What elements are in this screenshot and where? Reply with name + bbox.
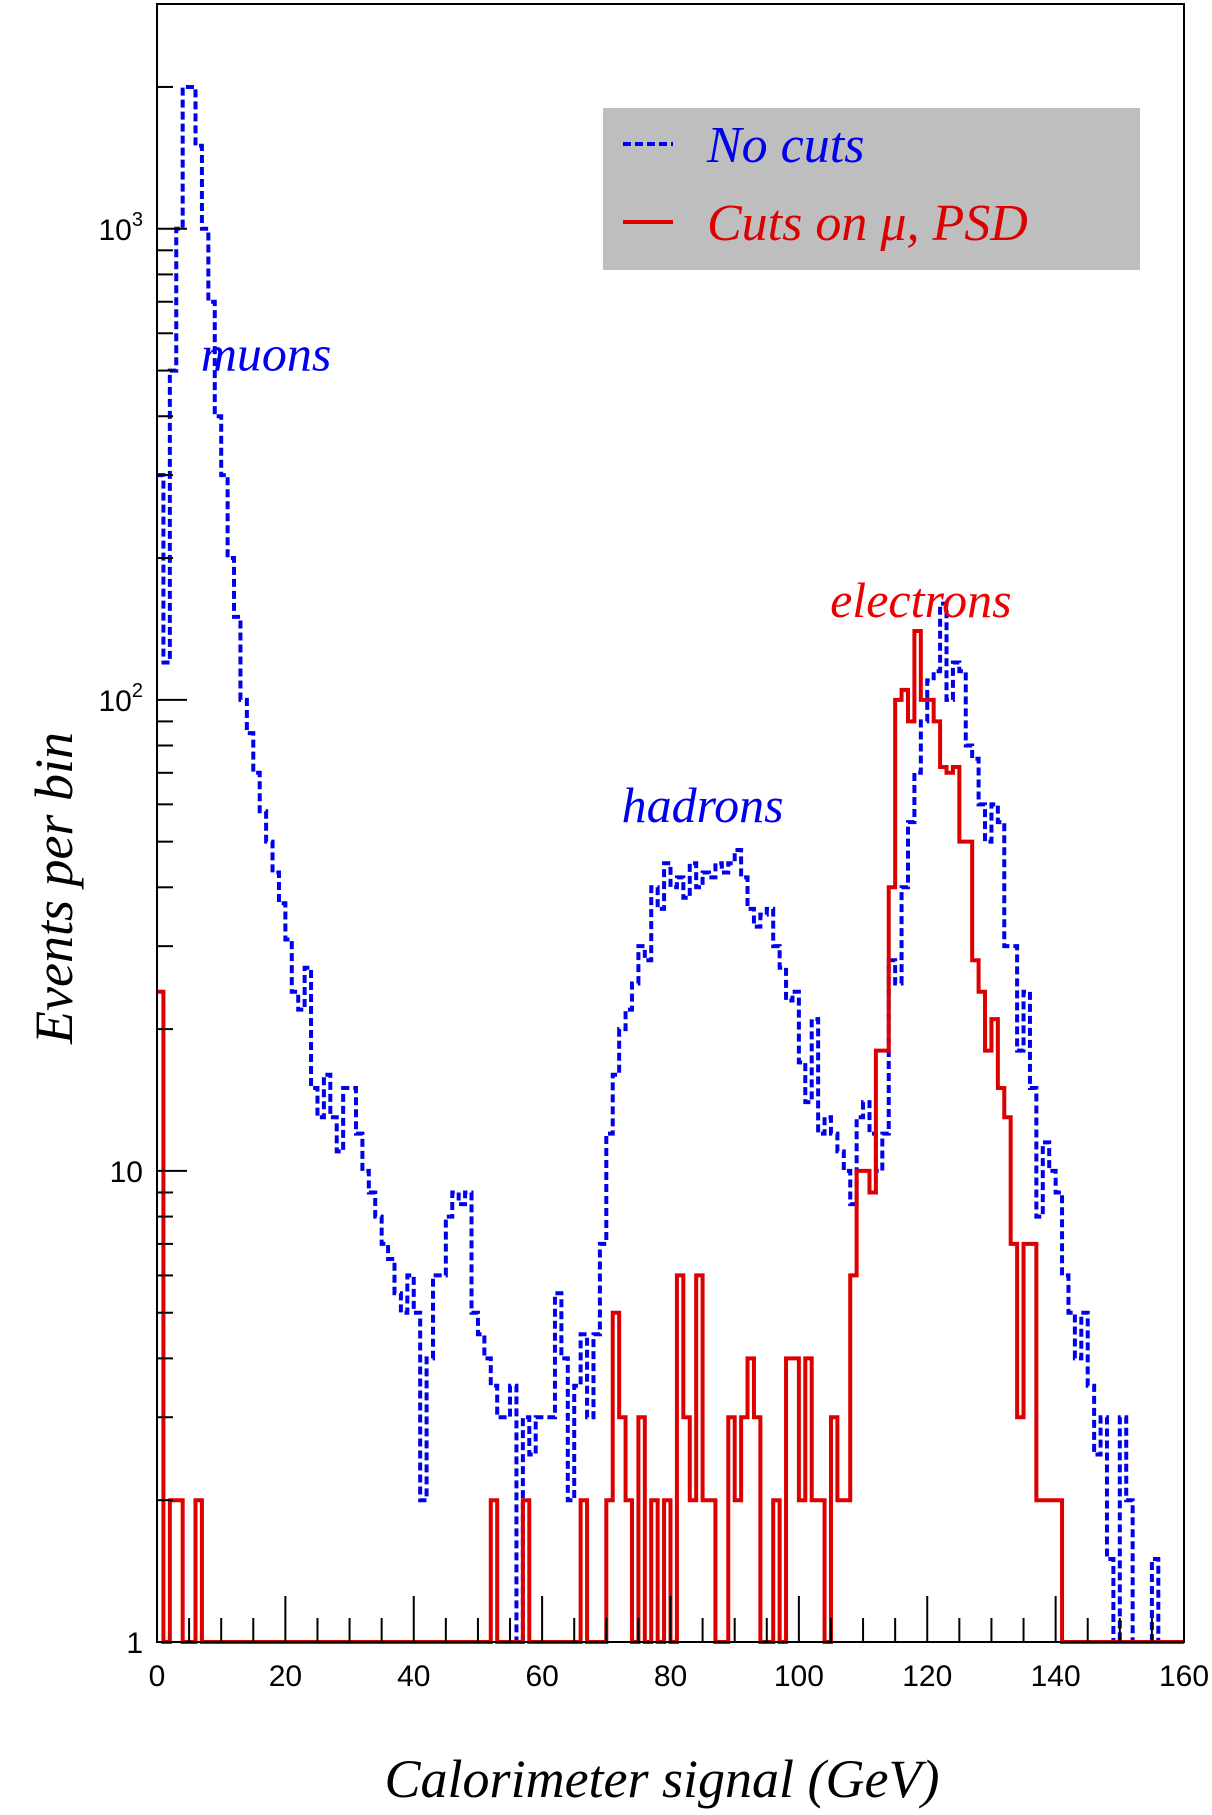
legend: No cuts Cuts on μ, PSD — [603, 108, 1140, 270]
legend-background — [603, 108, 1140, 270]
x-tick-label: 80 — [654, 1660, 687, 1693]
annotations: muons hadrons electrons — [201, 326, 1012, 834]
x-tick-label: 160 — [1159, 1660, 1209, 1693]
legend-label-no-cuts: No cuts — [706, 117, 864, 174]
x-tick-label: 20 — [269, 1660, 302, 1693]
y-tick-label: 102 — [99, 680, 144, 718]
axis-ticks: 0 20 40 60 80 100 120 140 160 1 10 102 103 — [99, 3, 1209, 1693]
x-tick-label: 120 — [902, 1660, 952, 1693]
x-tick-label: 140 — [1031, 1660, 1081, 1693]
y-tick-label: 1 — [126, 1627, 143, 1660]
x-tick-label: 40 — [397, 1660, 430, 1693]
y-tick-label: 10 — [110, 1156, 143, 1189]
annotation-electrons: electrons — [830, 572, 1011, 628]
x-axis-title: Calorimeter signal (GeV) — [385, 1749, 940, 1809]
y-axis-title: Events per bin — [24, 732, 84, 1045]
annotation-hadrons: hadrons — [622, 777, 784, 833]
legend-label-cuts: Cuts on μ, PSD — [707, 195, 1028, 252]
x-tick-label: 100 — [774, 1660, 824, 1693]
y-tick-label: 103 — [99, 209, 144, 247]
histogram-series-no-cuts — [157, 84, 1184, 1644]
annotation-muons: muons — [201, 326, 332, 382]
x-tick-label: 0 — [149, 1660, 166, 1693]
x-tick-label: 60 — [525, 1660, 558, 1693]
